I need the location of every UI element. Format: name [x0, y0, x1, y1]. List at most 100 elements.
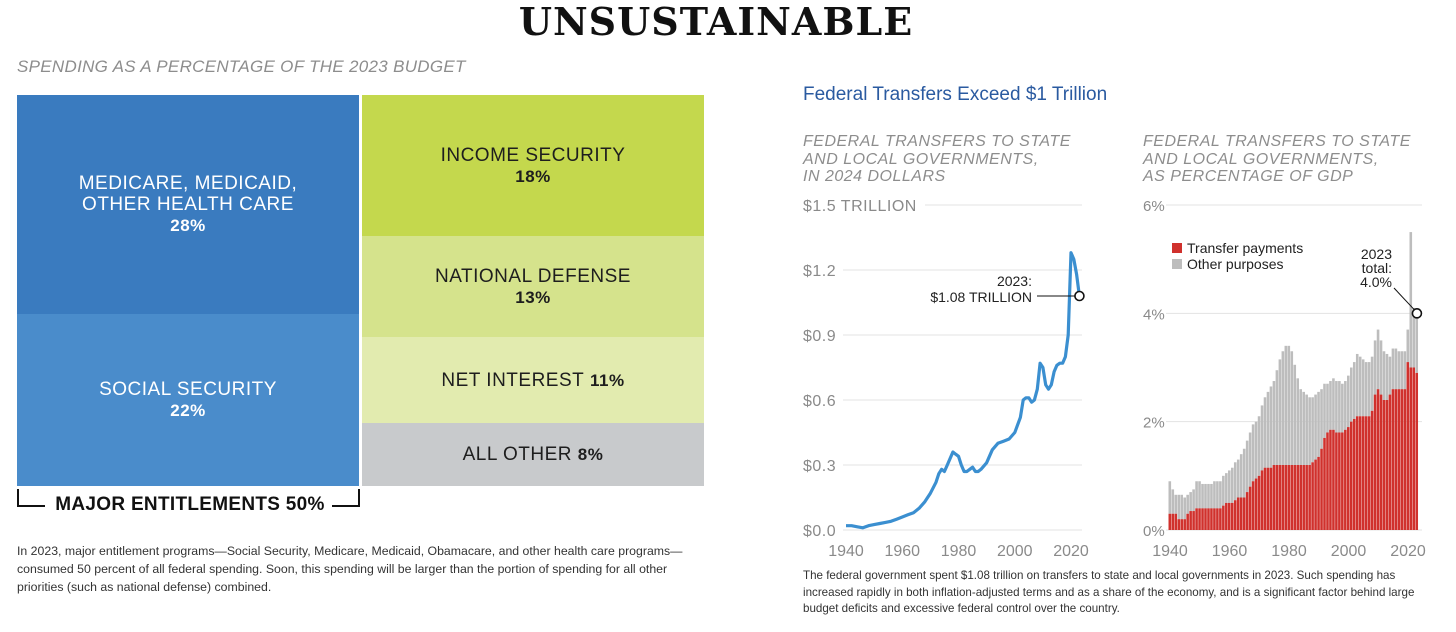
bar-other: [1299, 389, 1302, 465]
annotation-leader: [1393, 287, 1415, 310]
chart1-subtitle-line: IN 2024 DOLLARS: [803, 168, 946, 185]
bar-transfer: [1278, 465, 1282, 530]
bar-transfer: [1323, 437, 1326, 530]
bar-transfer: [1204, 508, 1207, 530]
bar-other: [1349, 367, 1353, 422]
bar-other: [1245, 440, 1249, 493]
bar-transfer: [1198, 508, 1201, 530]
bar-transfer: [1186, 513, 1189, 530]
bar-transfer: [1296, 465, 1300, 530]
bar-other: [1403, 351, 1407, 390]
highlight-point: [1074, 290, 1085, 302]
chart1-group: $1.5 TRILLION $1.2 $0.9 $0.6 $0.3 $0.0 1940 196…: [803, 198, 1089, 560]
tile-income-security: INCOME SECURITY 18%: [362, 95, 704, 236]
bar-transfer: [1254, 478, 1258, 530]
y-tick-label: $1.5 TRILLION: [803, 198, 917, 215]
bar-transfer: [1341, 432, 1344, 530]
bar-other: [1183, 497, 1186, 520]
bar-transfer: [1314, 459, 1317, 530]
bar-other: [1260, 405, 1264, 471]
chart2-group: 6% 4% 2% 0% 1940 1960 1980 2000 2020 Transfer pay…: [1143, 198, 1426, 560]
bar-transfer: [1317, 456, 1320, 531]
bar-other: [1213, 481, 1216, 509]
bar-transfer: [1230, 502, 1234, 530]
y-tick-label: 0%: [1143, 523, 1165, 540]
bar-other: [1248, 432, 1252, 487]
treemap-subtitle: SPENDING AS A PERCENTAGE OF THE 2023 BUD…: [17, 57, 466, 76]
bar-other: [1236, 459, 1240, 498]
bar-other: [1320, 389, 1323, 449]
x-tick-label: 1980: [1271, 543, 1307, 560]
bar-other: [1385, 353, 1389, 400]
bar-transfer: [1349, 421, 1353, 530]
bar-other: [1290, 351, 1294, 465]
bar-transfer: [1385, 400, 1389, 530]
bar-other: [1406, 329, 1410, 363]
y-tick-label: 6%: [1143, 198, 1165, 215]
bar-other: [1281, 351, 1285, 465]
bar-other: [1329, 381, 1332, 430]
bar-other: [1287, 345, 1291, 465]
annotation-label: total:: [1362, 260, 1392, 276]
bar-transfer: [1364, 416, 1368, 530]
chart2-subtitle: FEDERAL TRANSFERS TO STATE AND LOCAL GOV…: [1143, 133, 1443, 186]
bar-transfer: [1281, 465, 1285, 530]
bar-other: [1326, 383, 1329, 433]
bar-other: [1302, 391, 1305, 466]
x-tick-label: 1940: [1152, 543, 1188, 560]
highlight-point: [1411, 308, 1423, 319]
bar-transfer: [1180, 519, 1183, 530]
bar-other: [1263, 397, 1267, 468]
bar-transfer: [1242, 497, 1246, 530]
bar-transfer: [1347, 427, 1350, 530]
x-tick-label: 2020: [1390, 543, 1426, 560]
legend-label: Other purposes: [1187, 256, 1284, 272]
bar-transfer: [1189, 511, 1192, 530]
bar-other: [1296, 378, 1300, 465]
bar-other: [1272, 381, 1276, 465]
x-tick-label: 2020: [1053, 543, 1089, 560]
bar-transfer: [1388, 394, 1392, 530]
bar-other: [1216, 481, 1219, 509]
bar-transfer: [1248, 486, 1252, 530]
bar-transfer: [1275, 465, 1279, 530]
page-title: UNSUSTAINABLE: [518, 0, 914, 44]
tile-label: NATIONAL DEFENSE: [435, 265, 631, 287]
bar-transfer: [1412, 367, 1416, 530]
legend-swatch: [1172, 259, 1182, 269]
x-tick-label: 1980: [941, 543, 977, 560]
bar-other: [1189, 492, 1192, 512]
bar-other: [1391, 348, 1395, 390]
bar-other: [1332, 378, 1335, 430]
bar-transfer: [1216, 508, 1219, 530]
bar-transfer: [1400, 389, 1404, 530]
annotation-label: 2023:: [997, 273, 1032, 289]
bar-transfer: [1284, 465, 1288, 530]
bar-other: [1397, 351, 1401, 390]
bar-transfer: [1201, 508, 1204, 530]
bar-transfer: [1311, 462, 1314, 530]
bar-other: [1323, 383, 1326, 438]
tile-value: 13%: [515, 287, 551, 307]
bar-transfer: [1236, 497, 1240, 530]
bar-transfer: [1183, 519, 1186, 530]
bar-other: [1198, 481, 1201, 509]
bar-other: [1278, 359, 1282, 466]
bar-other: [1230, 467, 1234, 503]
tile-label: OTHER HEALTH CARE: [82, 194, 294, 215]
bar-transfer: [1394, 389, 1398, 530]
bar-transfer: [1177, 519, 1181, 530]
bar-other: [1376, 329, 1380, 390]
annotation-label: 4.0%: [1360, 274, 1392, 290]
tile-value: 8%: [577, 445, 604, 464]
bar-transfer: [1239, 497, 1243, 530]
bar-transfer: [1192, 511, 1195, 530]
bar-transfer: [1379, 394, 1383, 530]
bar-transfer: [1370, 410, 1374, 530]
bar-transfer: [1335, 432, 1338, 530]
bar-other: [1225, 473, 1228, 503]
chart2-subtitle-line: FEDERAL TRANSFERS TO STATE: [1143, 133, 1411, 150]
bar-other: [1257, 416, 1261, 476]
bar-transfer: [1308, 465, 1311, 530]
bar-transfer: [1326, 432, 1329, 530]
